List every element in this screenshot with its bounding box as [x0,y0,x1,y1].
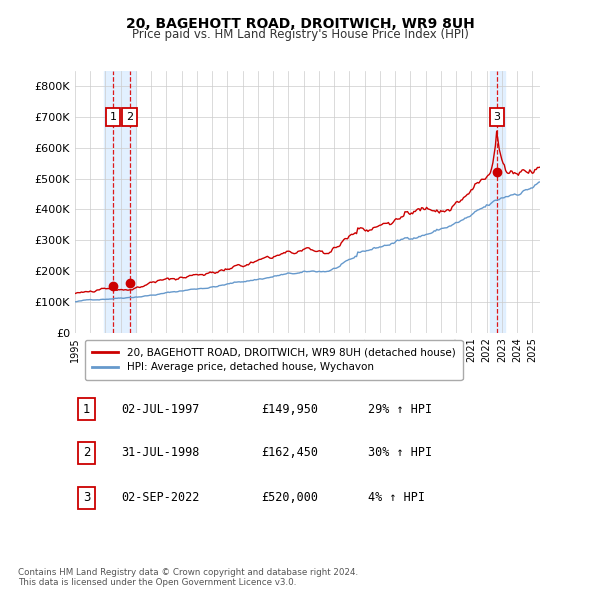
Text: 20, BAGEHOTT ROAD, DROITWICH, WR9 8UH: 20, BAGEHOTT ROAD, DROITWICH, WR9 8UH [125,17,475,31]
Text: £162,450: £162,450 [261,446,318,459]
Text: 1: 1 [110,112,116,122]
Text: Price paid vs. HM Land Registry's House Price Index (HPI): Price paid vs. HM Land Registry's House … [131,28,469,41]
Text: 02-SEP-2022: 02-SEP-2022 [121,491,200,504]
Text: £149,950: £149,950 [261,402,318,415]
Text: 2: 2 [83,446,91,459]
Bar [490,71,505,333]
Text: 2: 2 [126,112,133,122]
Text: 29% ↑ HPI: 29% ↑ HPI [368,402,432,415]
Text: Contains HM Land Registry data © Crown copyright and database right 2024.
This d: Contains HM Land Registry data © Crown c… [18,568,358,587]
Legend: 20, BAGEHOTT ROAD, DROITWICH, WR9 8UH (detached house), HPI: Average price, deta: 20, BAGEHOTT ROAD, DROITWICH, WR9 8UH (d… [85,340,463,380]
Text: 31-JUL-1998: 31-JUL-1998 [121,446,200,459]
Text: 3: 3 [83,491,91,504]
Text: 30% ↑ HPI: 30% ↑ HPI [368,446,432,459]
Text: 1: 1 [83,402,91,415]
Text: 02-JUL-1997: 02-JUL-1997 [121,402,200,415]
Text: 4% ↑ HPI: 4% ↑ HPI [368,491,425,504]
Text: 3: 3 [493,112,500,122]
Text: £520,000: £520,000 [261,491,318,504]
Bar [104,71,136,333]
